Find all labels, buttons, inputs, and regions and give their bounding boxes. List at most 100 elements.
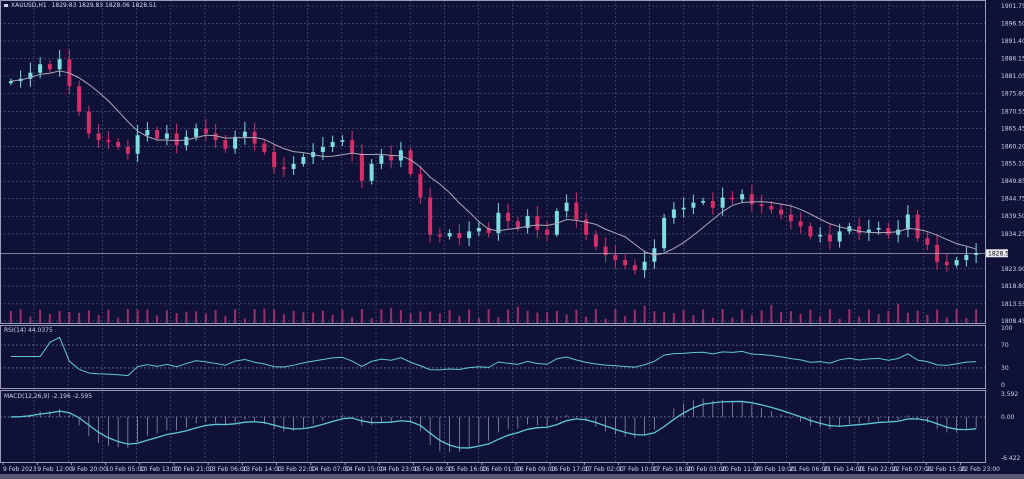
candle-bull [369,163,374,181]
time-axis-label: 14 Feb 23:00 [379,466,419,473]
candle-bear [857,226,862,234]
volume-bar [945,317,948,323]
candle-bull [8,81,13,84]
volume-bar [516,306,519,323]
symbol-icon [4,4,8,7]
candle-bear [769,206,774,210]
time-axis-label: 20 Feb 19:00 [755,466,795,473]
volume-bar [487,309,490,323]
candle-bull [233,136,238,149]
price-tick-label: 1865.45 [1001,126,1024,133]
price-tick-label: 1844.75 [1001,195,1024,202]
candle-bull [467,231,472,239]
price-tick-label: 1875.80 [1001,91,1024,98]
horizontal-scrollbar[interactable] [0,474,1024,479]
volume-bar [243,318,246,323]
price-tick-label: 1823.90 [1001,266,1024,273]
volume-bar [419,311,422,323]
price-tick-label: 1886.15 [1001,56,1024,63]
price-tick-label: 1834.25 [1001,231,1024,238]
volume-bar [331,314,334,323]
rsi-tick-label: 30 [1001,365,1009,372]
volume-bar [58,311,61,323]
candle-bull [701,200,706,203]
volume-bar [848,309,851,323]
candle-bull [447,233,452,237]
price-tick-label: 1808.45 [1001,318,1024,325]
volume-bar [867,309,870,323]
candle-bull [38,64,43,73]
candle-bull [330,141,335,147]
volume-bar [614,309,617,323]
candle-bear [350,140,355,154]
volume-bar [165,310,168,323]
candle-bear [827,234,832,242]
volume-bar [29,316,32,323]
candle-bull [28,72,33,79]
volume-bar [409,313,412,323]
volume-bar [936,309,939,323]
time-axis-label: 16 Feb 01:00 [482,466,522,473]
volume-bar [204,313,207,323]
candle-bull [671,209,676,218]
volume-bar [565,314,568,323]
candle-bear [47,64,52,70]
candle-bull [496,212,501,234]
candle-bear [593,234,598,247]
volume-bar [195,311,198,323]
volume-bar [828,309,831,323]
candle-bear [203,128,208,134]
price-tick-label: 1896.50 [1001,21,1024,28]
candle-bull [525,216,530,228]
candle-bull [905,214,910,230]
volume-bar [68,312,71,323]
price-tick-label: 1901.75 [1001,3,1024,10]
volume-bar [292,310,295,323]
panel-border [0,325,986,389]
macd-tick-label: -6.422 [1001,455,1021,462]
candle-bull [564,202,569,212]
volume-bar [633,309,636,323]
volume-bar [175,313,178,323]
candle-bear [428,197,433,235]
volume-bar [234,309,237,323]
candle-bear [223,140,228,149]
candle-bear [798,221,803,227]
volume-bar [585,316,588,323]
volume-bar [448,310,451,323]
volume-bar [302,312,305,323]
moving-average-line [10,70,977,256]
candle-bear [77,86,82,112]
volume-bar [702,309,705,323]
candle-bull [720,197,725,208]
time-axis-label: 20 Feb 03:00 [687,466,727,473]
volume-bar [321,310,324,323]
candle-bull [320,146,325,153]
volume-bar [877,314,880,323]
volume-bar [741,309,744,323]
price-tick-label: 1881.05 [1001,73,1024,80]
volume-bar [819,316,822,323]
time-axis-label: 17 Feb 10:00 [619,466,659,473]
rsi-label: RSI(14) 44.0375 [4,327,53,334]
rsi-tick-label: 100 [1001,325,1013,332]
candle-bull [642,261,647,271]
volume-bar [399,310,402,323]
candle-bear [116,141,121,147]
time-axis-label: 15 Feb 16:00 [448,466,488,473]
candle-bear [515,221,520,228]
candle-bull [135,135,140,154]
price-tick-label: 1891.40 [1001,38,1024,45]
volume-bar [48,314,51,323]
volume-bar [721,309,724,323]
volume-bar [663,311,666,323]
candle-bull [145,130,150,136]
candle-bear [779,209,784,215]
candle-bull [242,131,247,137]
panel-border [0,0,986,324]
candle-bear [535,216,540,230]
volume-bar [711,317,714,323]
time-axis-label: 15 Feb 08:00 [413,466,453,473]
time-axis-label: 10 Feb 05:00 [106,466,146,473]
